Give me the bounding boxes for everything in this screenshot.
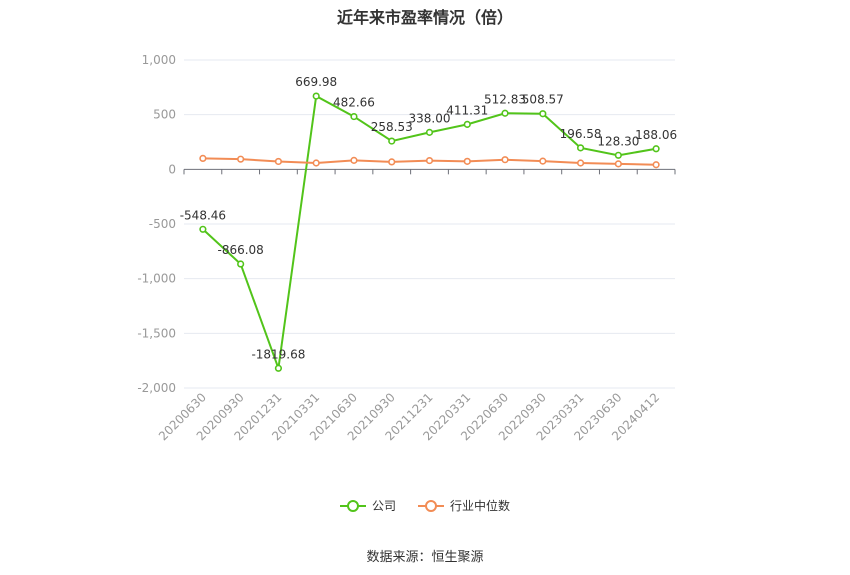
data-point (576, 159, 585, 167)
legend-label-industry-median: 行业中位数 (450, 499, 511, 513)
data-point (614, 151, 622, 159)
data-point (652, 145, 660, 153)
y-tick-label: 1,000 (142, 53, 176, 67)
chart-title: 近年来市盈率情况（倍） (336, 8, 513, 27)
data-point (539, 157, 547, 165)
data-point (312, 159, 320, 167)
data-label: 411.31 (446, 103, 488, 117)
legend-item-industry-median[interactable]: 行业中位数 (418, 497, 510, 514)
data-point (237, 260, 245, 268)
data-label: 338.00 (409, 111, 451, 125)
data-point (199, 154, 207, 162)
data-point (425, 156, 434, 165)
data-label: 188.06 (635, 128, 677, 142)
data-point (274, 364, 283, 372)
y-tick-label: 500 (153, 108, 176, 122)
data-label: 512.83 (484, 92, 526, 106)
data-point (576, 144, 585, 152)
data-label: 128.30 (597, 134, 639, 148)
y-tick-label: 0 (168, 162, 176, 176)
data-label: 196.58 (560, 127, 602, 141)
legend-item-company[interactable]: 公司 (339, 497, 396, 514)
y-tick-label: -2,000 (137, 381, 176, 395)
y-tick-label: -500 (149, 217, 176, 231)
data-point (350, 156, 358, 164)
y-tick-label: -1,500 (137, 326, 176, 340)
legend-label-company: 公司 (371, 499, 396, 513)
data-label: -1819.68 (251, 347, 305, 361)
source-note: 数据来源：恒生聚源 (366, 550, 484, 565)
data-label: -548.46 (180, 208, 226, 222)
data-label: 508.57 (522, 93, 564, 107)
data-label: 482.66 (333, 96, 375, 110)
data-label: -866.08 (217, 243, 263, 257)
data-point (614, 160, 622, 168)
data-point (388, 158, 396, 166)
data-point (463, 157, 471, 165)
series (199, 92, 660, 372)
data-point (539, 110, 547, 118)
data-point (463, 120, 471, 128)
data-labels: -548.46 -866.08 -1819.68 669.98 482.66 258.53… (180, 75, 677, 361)
y-tick-label: -1,000 (137, 272, 176, 286)
legend-line-marker-icon (339, 499, 366, 513)
data-point (199, 225, 207, 233)
grid-lines (184, 59, 675, 389)
data-label: 669.98 (295, 75, 337, 89)
data-point (501, 109, 509, 117)
legend-line-marker-icon (418, 499, 444, 513)
legend: 公司 行业中位数 (0, 497, 850, 514)
data-label: 258.53 (371, 120, 413, 134)
data-point (237, 155, 245, 163)
data-point (501, 156, 509, 164)
data-point (388, 137, 396, 145)
data-point (350, 112, 358, 121)
data-point (652, 161, 660, 169)
data-point (425, 128, 434, 136)
data-point (312, 92, 320, 100)
data-point (274, 157, 283, 166)
